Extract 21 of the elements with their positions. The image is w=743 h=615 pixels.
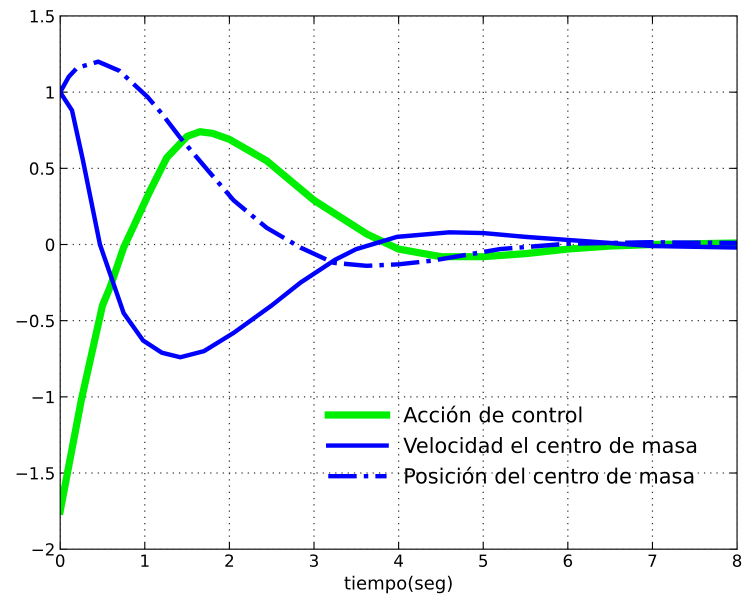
x-axis-title: tiempo(seg) [344,576,452,594]
x-tick-label: 8 [732,554,742,567]
y-tick-label: −1.5 [16,467,54,480]
y-tick-label: 0 [46,238,54,252]
legend-label: Posición del centro de masa [405,466,694,484]
y-tick-label: 1 [46,86,54,98]
y-tick-label: 0.5 [30,162,54,175]
x-tick-label: 5 [479,554,488,567]
x-tick-label: 6 [564,554,572,567]
x-tick-label: 0 [56,554,64,567]
y-tick-label: −2 [32,543,54,556]
x-tick-label: 2 [225,554,234,567]
legend-label: Acción de control [403,406,582,423]
x-tick-label: 4 [394,554,403,567]
y-tick-label: 1.5 [30,10,54,23]
y-tick-label: −1 [32,391,54,404]
x-tick-label: 3 [310,554,318,567]
x-tick-label: 7 [648,554,656,567]
x-tick-label: 1 [141,554,149,567]
y-tick-label: −0.5 [16,314,54,328]
legend-label: Velocidad el centro de masa [403,437,696,454]
